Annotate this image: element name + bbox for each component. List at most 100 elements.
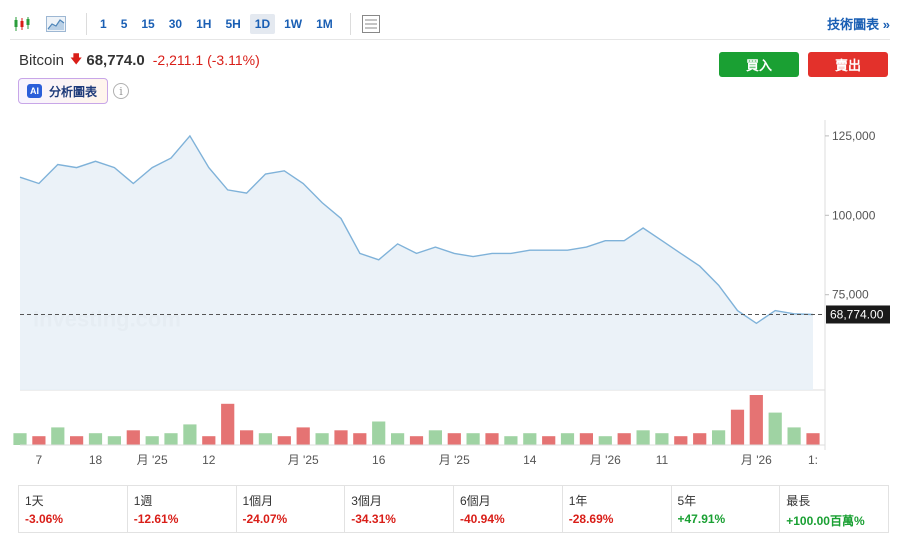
performance-strip: 1天 -3.06% 1週 -12.61% 1個月 -24.07% 3個月 -34… <box>18 485 889 533</box>
perf-value: -12.61% <box>133 512 179 526</box>
volume-bar <box>617 433 631 445</box>
interval-1h[interactable]: 1H <box>196 16 212 31</box>
perf-value: -3.06% <box>25 512 64 526</box>
perf-cell-5y: 5年 +47.91% <box>670 486 780 532</box>
ai-badge-icon: AI <box>27 84 42 98</box>
volume-bar <box>353 433 367 445</box>
price-area <box>20 135 813 390</box>
perf-label: 最長 <box>786 494 811 508</box>
y-tick-label: 125,000 <box>832 129 876 143</box>
ai-analysis-label: 分析圖表 <box>49 84 98 99</box>
area-chart-icon[interactable] <box>44 12 68 36</box>
volume-bar <box>372 421 386 445</box>
perf-cell-1d: 1天 -3.06% <box>19 486 127 532</box>
x-tick-label: 月 '26 <box>590 453 621 467</box>
perf-label: 1個月 <box>242 494 274 508</box>
candlestick-chart-icon[interactable] <box>10 12 34 36</box>
perf-label: 1天 <box>25 494 44 508</box>
interval-5[interactable]: 5 <box>120 16 128 31</box>
price-chart[interactable]: 75,000100,000125,000Investing.com68,774.… <box>0 110 900 475</box>
volume-bar <box>787 427 801 445</box>
interval-1m[interactable]: 1M <box>316 16 333 31</box>
volume-bar <box>315 433 329 445</box>
chart-toolbar: 1 5 15 30 1H 5H 1D 1W 1M 技術圖表 » <box>10 8 890 40</box>
volume-bar <box>598 436 612 445</box>
sell-button[interactable]: 賣出 <box>808 52 888 77</box>
x-tick-label: 月 '25 <box>288 453 319 467</box>
volume-bar <box>277 436 291 445</box>
volume-bar <box>32 436 46 445</box>
x-tick-label: 月 '26 <box>741 453 772 467</box>
ai-analysis-button[interactable]: AI 分析圖表 <box>18 78 108 104</box>
perf-value: +100.00百萬% <box>786 514 865 528</box>
volume-bar <box>409 436 424 445</box>
quote-header: Bitcoin 🡇 68,774.0 -2,211.1 (-3.11%) <box>19 50 260 70</box>
interval-15[interactable]: 15 <box>141 16 155 31</box>
volume-bar <box>560 433 575 445</box>
perf-cell-3m: 3個月 -34.31% <box>344 486 453 532</box>
symbol-name: Bitcoin <box>19 51 65 69</box>
technical-chart-link[interactable]: 技術圖表 » <box>827 17 890 32</box>
buy-button[interactable]: 買入 <box>719 52 799 77</box>
volume-bar <box>258 433 272 445</box>
volume-bar <box>579 433 593 445</box>
perf-value: +47.91% <box>677 512 726 526</box>
perf-value: -34.31% <box>351 512 396 526</box>
x-tick-label: 月 '25 <box>137 453 168 467</box>
volume-bar <box>447 433 461 445</box>
current-price-label: 68,774.00 <box>830 307 884 321</box>
perf-cell-max: 最長 +100.00百萬% <box>779 486 888 532</box>
price-change-pct: (-3.11%) <box>207 52 260 68</box>
volume-bar <box>504 436 518 445</box>
info-icon[interactable]: i <box>113 83 129 99</box>
x-tick-label: 16 <box>372 453 386 467</box>
volume-bar <box>391 433 405 445</box>
interval-1w[interactable]: 1W <box>284 16 303 31</box>
volume-bar <box>768 412 782 445</box>
volume-bar <box>51 427 65 445</box>
interval-1d[interactable]: 1D <box>249 13 276 34</box>
volume-bar <box>88 433 103 445</box>
arrow-down-icon: 🡇 <box>70 51 83 66</box>
interval-30[interactable]: 30 <box>168 16 183 31</box>
x-tick-label: 1: <box>808 453 818 467</box>
volume-bar <box>636 430 650 445</box>
volume-bar <box>806 433 820 445</box>
volume-bar <box>202 436 216 445</box>
interval-1[interactable]: 1 <box>100 16 107 31</box>
volume-bar <box>749 395 763 445</box>
perf-label: 3個月 <box>351 494 382 508</box>
interval-5h[interactable]: 5H <box>225 16 241 31</box>
perf-cell-6m: 6個月 -40.94% <box>453 486 562 532</box>
last-price: 68,774.0 <box>86 51 145 69</box>
volume-bar <box>240 430 254 445</box>
price-line <box>19 134 814 325</box>
volume-bar <box>164 433 178 445</box>
toolbar-divider <box>349 12 351 35</box>
perf-cell-1m: 1個月 -24.07% <box>235 486 345 532</box>
volume-bar <box>523 433 537 445</box>
volume-bar <box>145 436 159 445</box>
volume-bar <box>730 409 745 445</box>
x-tick-label: 11 <box>656 453 669 467</box>
volume-bar <box>655 433 669 445</box>
volume-bar <box>126 430 140 445</box>
volume-bar <box>334 430 348 445</box>
perf-cell-1w: 1週 -12.61% <box>126 486 236 532</box>
perf-label: 6個月 <box>460 494 491 508</box>
perf-label: 1週 <box>133 494 153 508</box>
volume-bar <box>485 433 499 445</box>
volume-bar <box>221 403 235 445</box>
volume-bar <box>693 433 707 445</box>
perf-cell-1y: 1年 -28.69% <box>561 486 671 532</box>
table-view-icon[interactable] <box>359 12 383 36</box>
volume-bar <box>466 433 480 445</box>
volume-bar <box>296 427 310 445</box>
x-tick-label: 12 <box>202 453 216 467</box>
x-tick-label: 月 '25 <box>439 453 470 467</box>
x-tick-label: 14 <box>523 453 537 467</box>
perf-label: 1年 <box>568 494 588 508</box>
perf-value: -24.07% <box>242 512 288 526</box>
y-tick-label: 100,000 <box>832 208 876 222</box>
volume-bar <box>107 436 121 445</box>
